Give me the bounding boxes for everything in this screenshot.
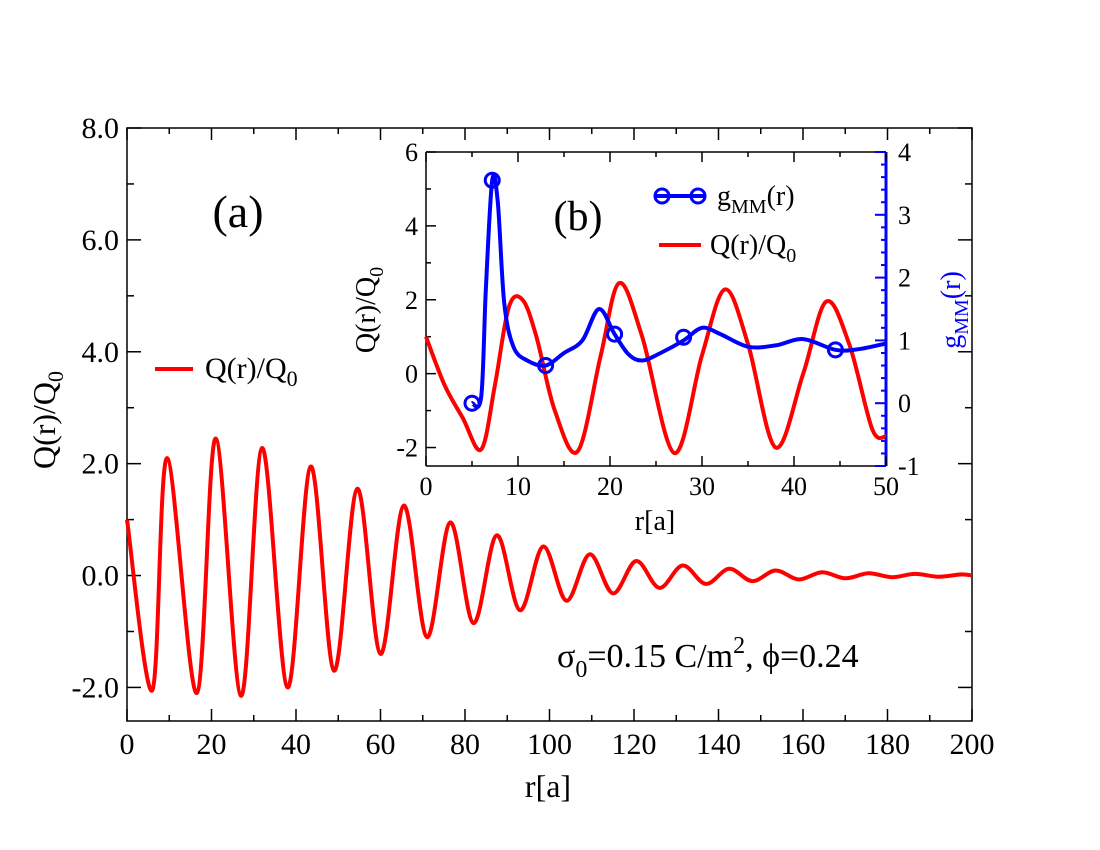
- inset-x-tick-label: 0: [420, 472, 433, 501]
- main-x-tick-label: 40: [281, 728, 311, 761]
- main-legend-label: Q(r)/Q0: [205, 352, 298, 391]
- inset-right-tick-label: -1: [898, 452, 920, 481]
- inset-x-tick-label: 20: [597, 472, 623, 501]
- main-y-tick-label: 8.0: [82, 112, 120, 145]
- inset-right-tick-labels: -1 0 1 2 3 4: [898, 138, 920, 481]
- inset-legend-gmm-marker-left: [653, 187, 671, 205]
- main-x-tick-label: 100: [527, 728, 572, 761]
- inset-x-tick-label: 10: [505, 472, 531, 501]
- inset-right-tick-label: 2: [898, 264, 911, 293]
- main-y-tick-label: -2.0: [72, 671, 120, 704]
- main-x-tick-label: 0: [120, 728, 135, 761]
- inset-right-tick-label: 1: [898, 326, 911, 355]
- main-x-tick-label: 160: [781, 728, 826, 761]
- main-x-axis-label: r[a]: [525, 768, 571, 804]
- inset-left-tick-label: -2: [396, 434, 418, 463]
- main-legend: Q(r)/Q0: [155, 352, 298, 391]
- main-x-tick-label: 140: [696, 728, 741, 761]
- main-y-tick-label: 4.0: [82, 336, 120, 369]
- main-chart: 0 20 40 60 80 100 120 140 160 180 200 -2.00.02.04.…: [26, 112, 995, 804]
- inset-x-tick-label: 40: [781, 472, 807, 501]
- main-x-tick-label: 20: [197, 728, 227, 761]
- main-series-line-q: [125, 436, 973, 698]
- main-y-tick-label: 6.0: [82, 224, 120, 257]
- main-y-tick-label: 2.0: [82, 448, 120, 481]
- inset-left-tick-label: 6: [405, 138, 418, 167]
- inset-left-tick-label: 0: [405, 360, 418, 389]
- panel-label-a: (a): [212, 186, 263, 237]
- main-x-tick-label: 60: [366, 728, 396, 761]
- inset-background: [426, 152, 886, 466]
- inset-right-tick-label: 3: [898, 201, 911, 230]
- inset-gmm-marker: [826, 341, 844, 359]
- inset-gmm-marker: [537, 357, 555, 375]
- inset-gmm-marker: [483, 171, 501, 189]
- inset-x-tick-labels: 0 10 20 30 40 50: [420, 472, 900, 501]
- inset-right-tick-label: 0: [898, 389, 911, 418]
- main-x-tick-label: 200: [950, 728, 995, 761]
- panel-label-b: (b): [554, 194, 603, 240]
- inset-right-tick-label: 4: [898, 138, 911, 167]
- parameter-annotation: σ0=0.15 C/m2, ϕ=0.24: [557, 633, 859, 683]
- inset-right-y-axis-label: gMM(r): [936, 271, 973, 349]
- main-y-axis-label: Q(r)/Q0: [26, 371, 68, 469]
- inset-gmm-marker: [606, 325, 624, 343]
- main-series: [125, 436, 973, 698]
- inset-legend: gMM(r) Q(r)/Q0: [653, 181, 796, 267]
- main-x-tick-label: 120: [612, 728, 657, 761]
- inset-gmm-marker: [675, 328, 693, 346]
- inset-legend-gmm-label: gMM(r): [717, 181, 795, 218]
- main-y-tick-labels: -2.0 0.0 2.0 4.0 6.0 8.0: [72, 112, 120, 704]
- inset-legend-gmm-marker-right: [689, 187, 707, 205]
- inset-left-tick-labels: -2 0 2 4 6: [396, 138, 418, 463]
- inset-left-tick-label: 4: [405, 212, 418, 241]
- main-y-tick-label: 0.0: [82, 560, 120, 593]
- main-x-tick-label: 180: [865, 728, 910, 761]
- inset-legend-q-label: Q(r)/Q0: [710, 230, 796, 267]
- main-x-tick-labels: 0 20 40 60 80 100 120 140 160 180 200: [120, 728, 995, 761]
- inset-series: [424, 171, 887, 456]
- inset-gmm-marker: [463, 394, 481, 412]
- inset-left-tick-label: 2: [405, 286, 418, 315]
- inset-x-tick-label: 30: [689, 472, 715, 501]
- inset-x-axis-label: r[a]: [635, 506, 675, 537]
- inset-ticks: [425, 151, 887, 467]
- inset-left-y-axis-label: Q(r)/Q0: [351, 267, 388, 353]
- main-ticks: [126, 127, 973, 721]
- main-x-tick-label: 80: [450, 728, 480, 761]
- inset-series-line-gmm: [470, 172, 887, 409]
- inset-x-tick-label: 50: [873, 472, 899, 501]
- inset-series-line-q: [424, 281, 887, 456]
